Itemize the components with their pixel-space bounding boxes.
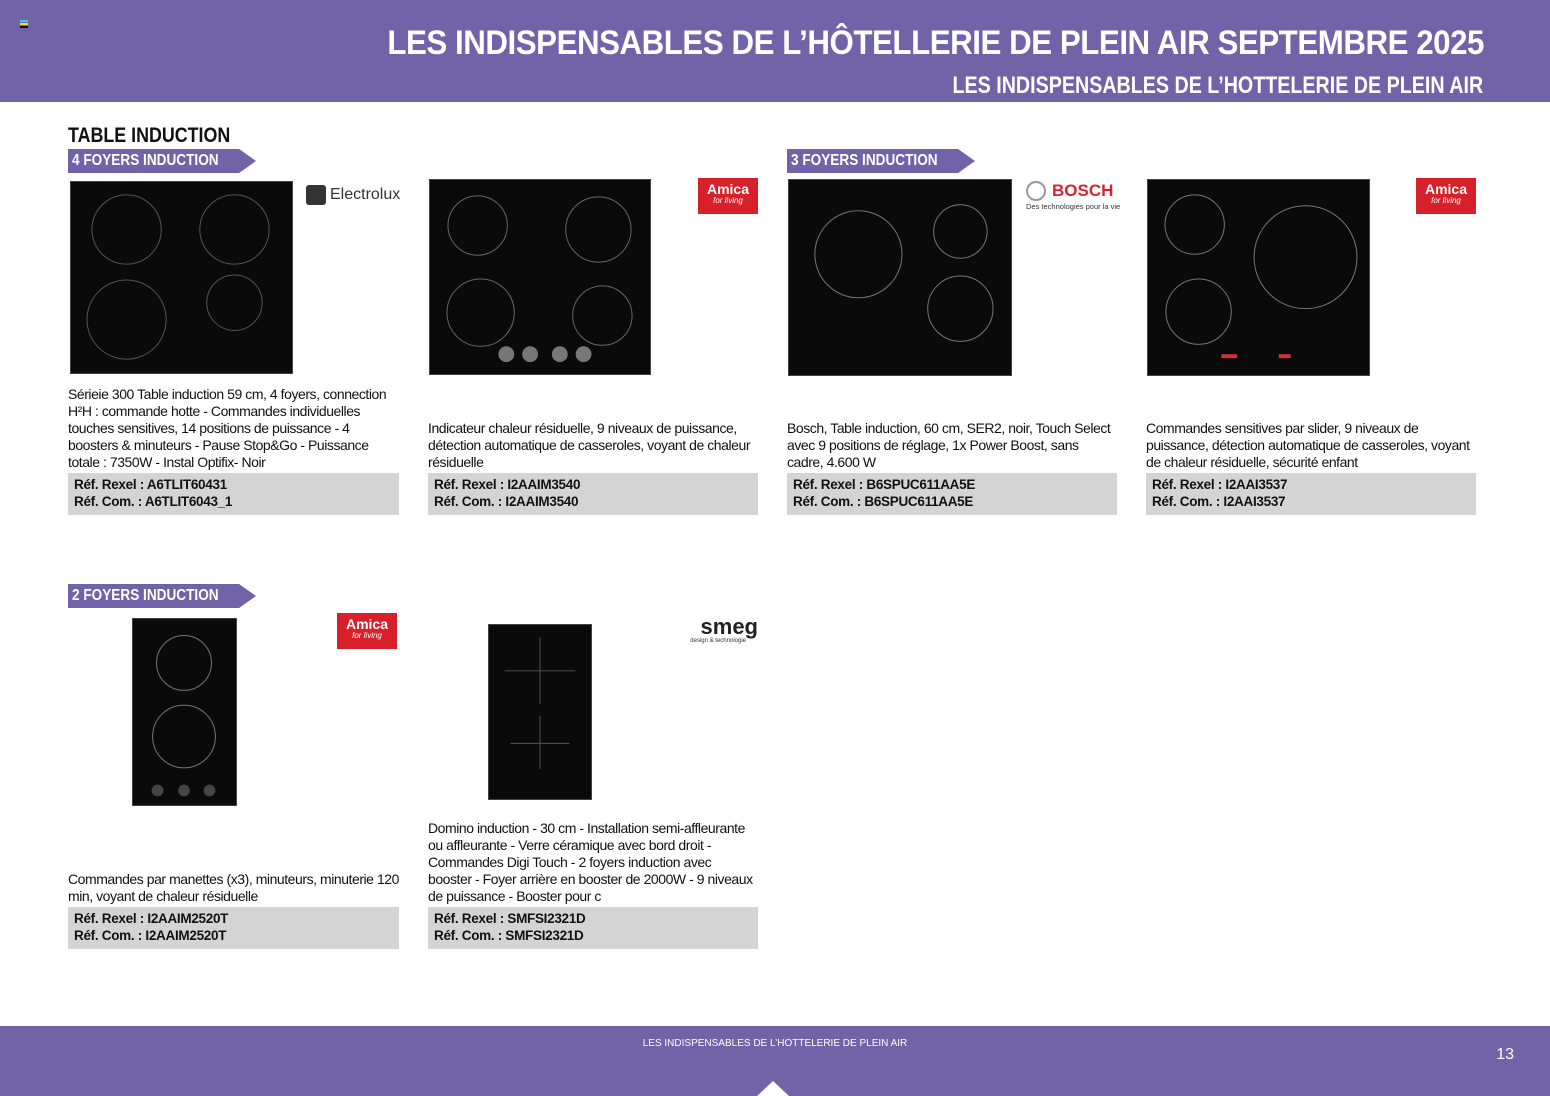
brand-tagline: for living — [713, 196, 743, 205]
product-refs: Réf. Rexel : SMFSI2321D Réf. Com. : SMFSI… — [428, 907, 758, 949]
electrolux-icon — [306, 185, 326, 205]
product-card: Sérieie 300 Table induction 59 cm, 4 foy… — [68, 380, 399, 515]
product-refs: Réf. Rexel : I2AAIM3540 Réf. Com. : I2AAI… — [428, 473, 758, 515]
ref-rexel: Réf. Rexel : SMFSI2321D — [434, 911, 586, 926]
tag-label: 4 FOYERS INDUCTION — [72, 152, 219, 169]
product-description: Commandes par manettes (x3), minuteurs, … — [68, 871, 399, 904]
product-refs: Réf. Rexel : A6TLIT60431 Réf. Com. : A6TL… — [68, 473, 399, 515]
brand-logo-amica: Amica for living — [337, 613, 397, 649]
ref-rexel: Réf. Rexel : A6TLIT60431 — [74, 477, 227, 492]
brand-logo-amica: Amica for living — [1416, 178, 1476, 214]
product-image-amica-3 — [1147, 179, 1370, 376]
footer-triangle — [757, 1081, 789, 1096]
brand-logo-smeg: smeg design & technologie — [666, 614, 758, 645]
product-description: Sérieie 300 Table induction 59 cm, 4 foy… — [68, 386, 387, 470]
ref-com: Réf. Com. : A6TLIT6043_1 — [74, 494, 233, 509]
brand-name: Electrolux — [330, 186, 401, 203]
page-number: 13 — [1496, 1046, 1514, 1063]
product-card: Commandes par manettes (x3), minuteurs, … — [68, 815, 399, 949]
product-description: Domino induction - 30 cm - Installation … — [428, 820, 753, 904]
brand-tagline: for living — [1431, 196, 1461, 205]
ref-com: Réf. Com. : I2AAI3537 — [1152, 494, 1286, 509]
tag-3-foyers: 3 FOYERS INDUCTION — [787, 149, 975, 173]
brand-tagline: for living — [352, 631, 382, 640]
tag-4-foyers: 4 FOYERS INDUCTION — [68, 149, 256, 173]
brand-logo-amica: Amica for living — [698, 178, 758, 214]
page-title: LES INDISPENSABLES DE L’HÔTELLERIE DE PL… — [387, 24, 1484, 62]
brand-name: Amica — [706, 181, 750, 197]
product-description: Bosch, Table induction, 60 cm, SER2, noi… — [787, 420, 1111, 470]
ref-com: Réf. Com. : B6SPUC611AA5E — [793, 494, 974, 509]
brand-name: Amica — [345, 616, 389, 632]
brand-name: BOSCH — [1052, 181, 1114, 200]
product-image-amica-2 — [132, 618, 237, 806]
ref-com: Réf. Com. : SMFSI2321D — [434, 928, 584, 943]
page-header: LES INDISPENSABLES DE L’HÔTELLERIE DE PL… — [0, 0, 1550, 102]
product-refs: Réf. Rexel : I2AAIM2520T Réf. Com. : I2AA… — [68, 907, 399, 949]
tag-label: 2 FOYERS INDUCTION — [72, 587, 219, 604]
product-refs: Réf. Rexel : B6SPUC611AA5E Réf. Com. : B6… — [787, 473, 1117, 515]
tag-2-foyers: 2 FOYERS INDUCTION — [68, 584, 256, 608]
brand-logo-electrolux: Electrolux — [306, 185, 400, 205]
product-image-electrolux — [70, 181, 293, 374]
product-card: Indicateur chaleur résiduelle, 9 niveaux… — [428, 380, 758, 515]
ref-rexel: Réf. Rexel : B6SPUC611AA5E — [793, 477, 976, 492]
product-image-smeg — [488, 624, 592, 800]
product-card: Domino induction - 30 cm - Installation … — [428, 815, 758, 949]
brand-name: Amica — [1424, 181, 1468, 197]
product-description: Commandes sensitives par slider, 9 nivea… — [1146, 420, 1470, 470]
bosch-icon — [1026, 181, 1046, 201]
product-refs: Réf. Rexel : I2AAI3537 Réf. Com. : I2AAI3… — [1146, 473, 1476, 515]
product-description: Indicateur chaleur résiduelle, 9 niveaux… — [428, 420, 751, 470]
product-card: Bosch, Table induction, 60 cm, SER2, noi… — [787, 380, 1117, 515]
ref-com: Réf. Com. : I2AAIM2520T — [74, 928, 227, 943]
product-image-bosch — [788, 179, 1012, 376]
brand-name: smeg — [700, 614, 758, 639]
brand-logo-bosch: BOSCH Des technologies pour la vie — [1026, 181, 1120, 211]
tag-label: 3 FOYERS INDUCTION — [791, 152, 938, 169]
ref-com: Réf. Com. : I2AAIM3540 — [434, 494, 579, 509]
brand-tagline: Des technologies pour la vie — [1026, 202, 1121, 211]
footer-text: LES INDISPENSABLES DE L’HOTTELERIE DE PL… — [642, 1038, 908, 1049]
page-footer: LES INDISPENSABLES DE L’HOTTELERIE DE PL… — [0, 1026, 1550, 1096]
page-subtitle: LES INDISPENSABLES DE L’HOTTELERIE DE PL… — [952, 72, 1483, 99]
ref-rexel: Réf. Rexel : I2AAIM3540 — [434, 477, 581, 492]
brand-tagline: design & technologie — [690, 638, 746, 644]
product-card: Commandes sensitives par slider, 9 nivea… — [1146, 380, 1476, 515]
ref-rexel: Réf. Rexel : I2AAIM2520T — [74, 911, 229, 926]
product-image-amica-4 — [429, 179, 651, 375]
ref-rexel: Réf. Rexel : I2AAI3537 — [1152, 477, 1288, 492]
section-title: TABLE INDUCTION — [68, 124, 231, 147]
print-registration-mark — [20, 20, 28, 29]
